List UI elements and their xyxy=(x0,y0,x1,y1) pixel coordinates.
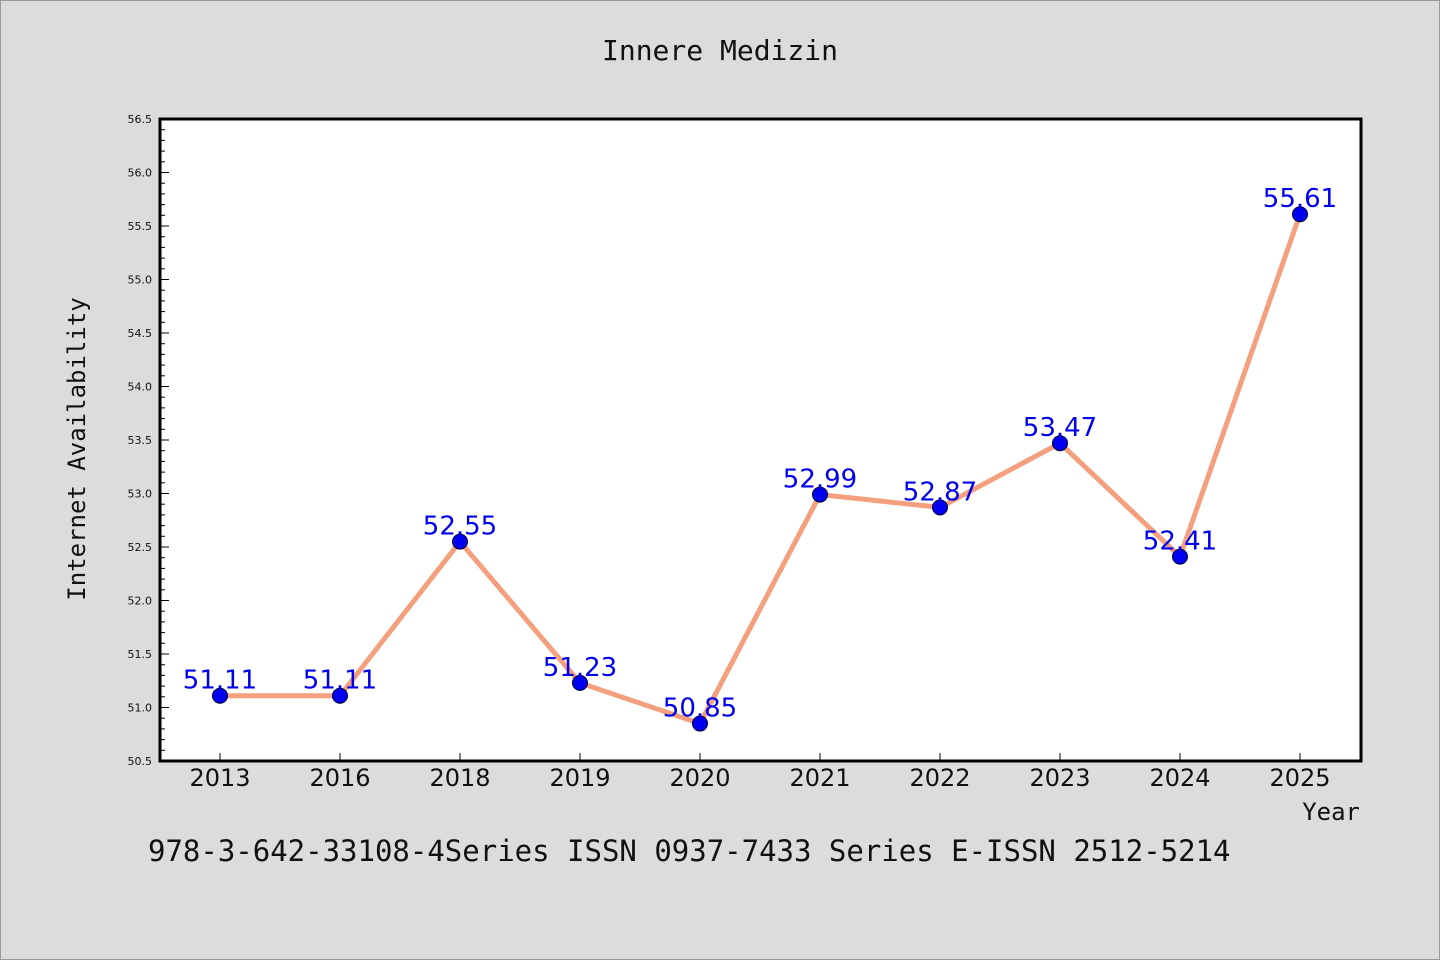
data-point xyxy=(1292,206,1308,223)
x-axis: 2013 2016 2018 2019 2020 2021 2022 2023 2024 2025 xyxy=(189,753,1331,792)
y-tick-label: 54.0 xyxy=(128,381,153,394)
y-tick-label: 56.0 xyxy=(128,167,153,180)
data-label: 51.11 xyxy=(183,666,257,696)
data-label: 51.23 xyxy=(543,653,617,683)
y-tick-label: 52.0 xyxy=(128,595,153,608)
y-tick-label: 52.5 xyxy=(128,541,153,554)
x-tick-label: 2018 xyxy=(429,764,490,792)
chart-title: Innere Medizin xyxy=(601,34,838,67)
data-label: 52.87 xyxy=(903,477,977,507)
data-label: 52.55 xyxy=(423,512,497,542)
x-tick-label: 2016 xyxy=(309,764,370,792)
data-label: 53.47 xyxy=(1023,413,1097,443)
x-tick-label: 2013 xyxy=(189,764,250,792)
data-label: 51.11 xyxy=(303,666,377,696)
data-label: 52.99 xyxy=(783,465,857,495)
data-point xyxy=(692,715,708,732)
data-point xyxy=(1052,435,1068,452)
y-tick-label: 50.5 xyxy=(128,755,153,768)
y-tick-label: 53.0 xyxy=(128,488,153,501)
plot-area xyxy=(158,117,1363,763)
data-point xyxy=(1172,548,1188,565)
footer-text: 978-3-642-33108-4Series ISSN 0937-7433 S… xyxy=(148,834,1231,868)
y-axis: 50.5 51.0 51.5 52.0 52.5 53.0 53.5 54.0 54.5 55.0… xyxy=(128,113,169,768)
y-tick-label: 51.5 xyxy=(128,648,153,661)
series-line xyxy=(220,213,1303,727)
y-tick-label: 53.5 xyxy=(128,434,153,447)
y-tick-label: 56.5 xyxy=(128,113,153,126)
y-axis-label: Internet Availability xyxy=(63,297,91,600)
series-group: 51.11 51.11 52.55 51.23 50.85 52.99 52.87 53.47… xyxy=(183,184,1337,732)
x-tick-label: 2019 xyxy=(549,764,610,792)
data-label: 50.85 xyxy=(663,694,737,724)
x-tick-label: 2021 xyxy=(789,764,850,792)
data-point xyxy=(332,687,348,704)
data-point xyxy=(572,674,588,691)
x-tick-label: 2024 xyxy=(1149,764,1210,792)
x-tick-label: 2022 xyxy=(909,764,970,792)
x-tick-label: 2020 xyxy=(669,764,730,792)
y-tick-label: 54.5 xyxy=(128,327,153,340)
x-tick-label: 2025 xyxy=(1269,764,1330,792)
data-point xyxy=(452,533,468,550)
data-point xyxy=(932,499,948,516)
y-tick-label: 55.5 xyxy=(128,220,153,233)
x-tick-label: 2023 xyxy=(1029,764,1090,792)
data-label: 52.41 xyxy=(1143,527,1217,557)
data-point xyxy=(212,687,228,704)
data-label: 55.61 xyxy=(1263,184,1337,214)
y-tick-label: 51.0 xyxy=(128,702,153,715)
data-point xyxy=(812,486,828,503)
y-tick-label: 55.0 xyxy=(128,274,153,287)
x-axis-label: Year xyxy=(1302,798,1360,826)
